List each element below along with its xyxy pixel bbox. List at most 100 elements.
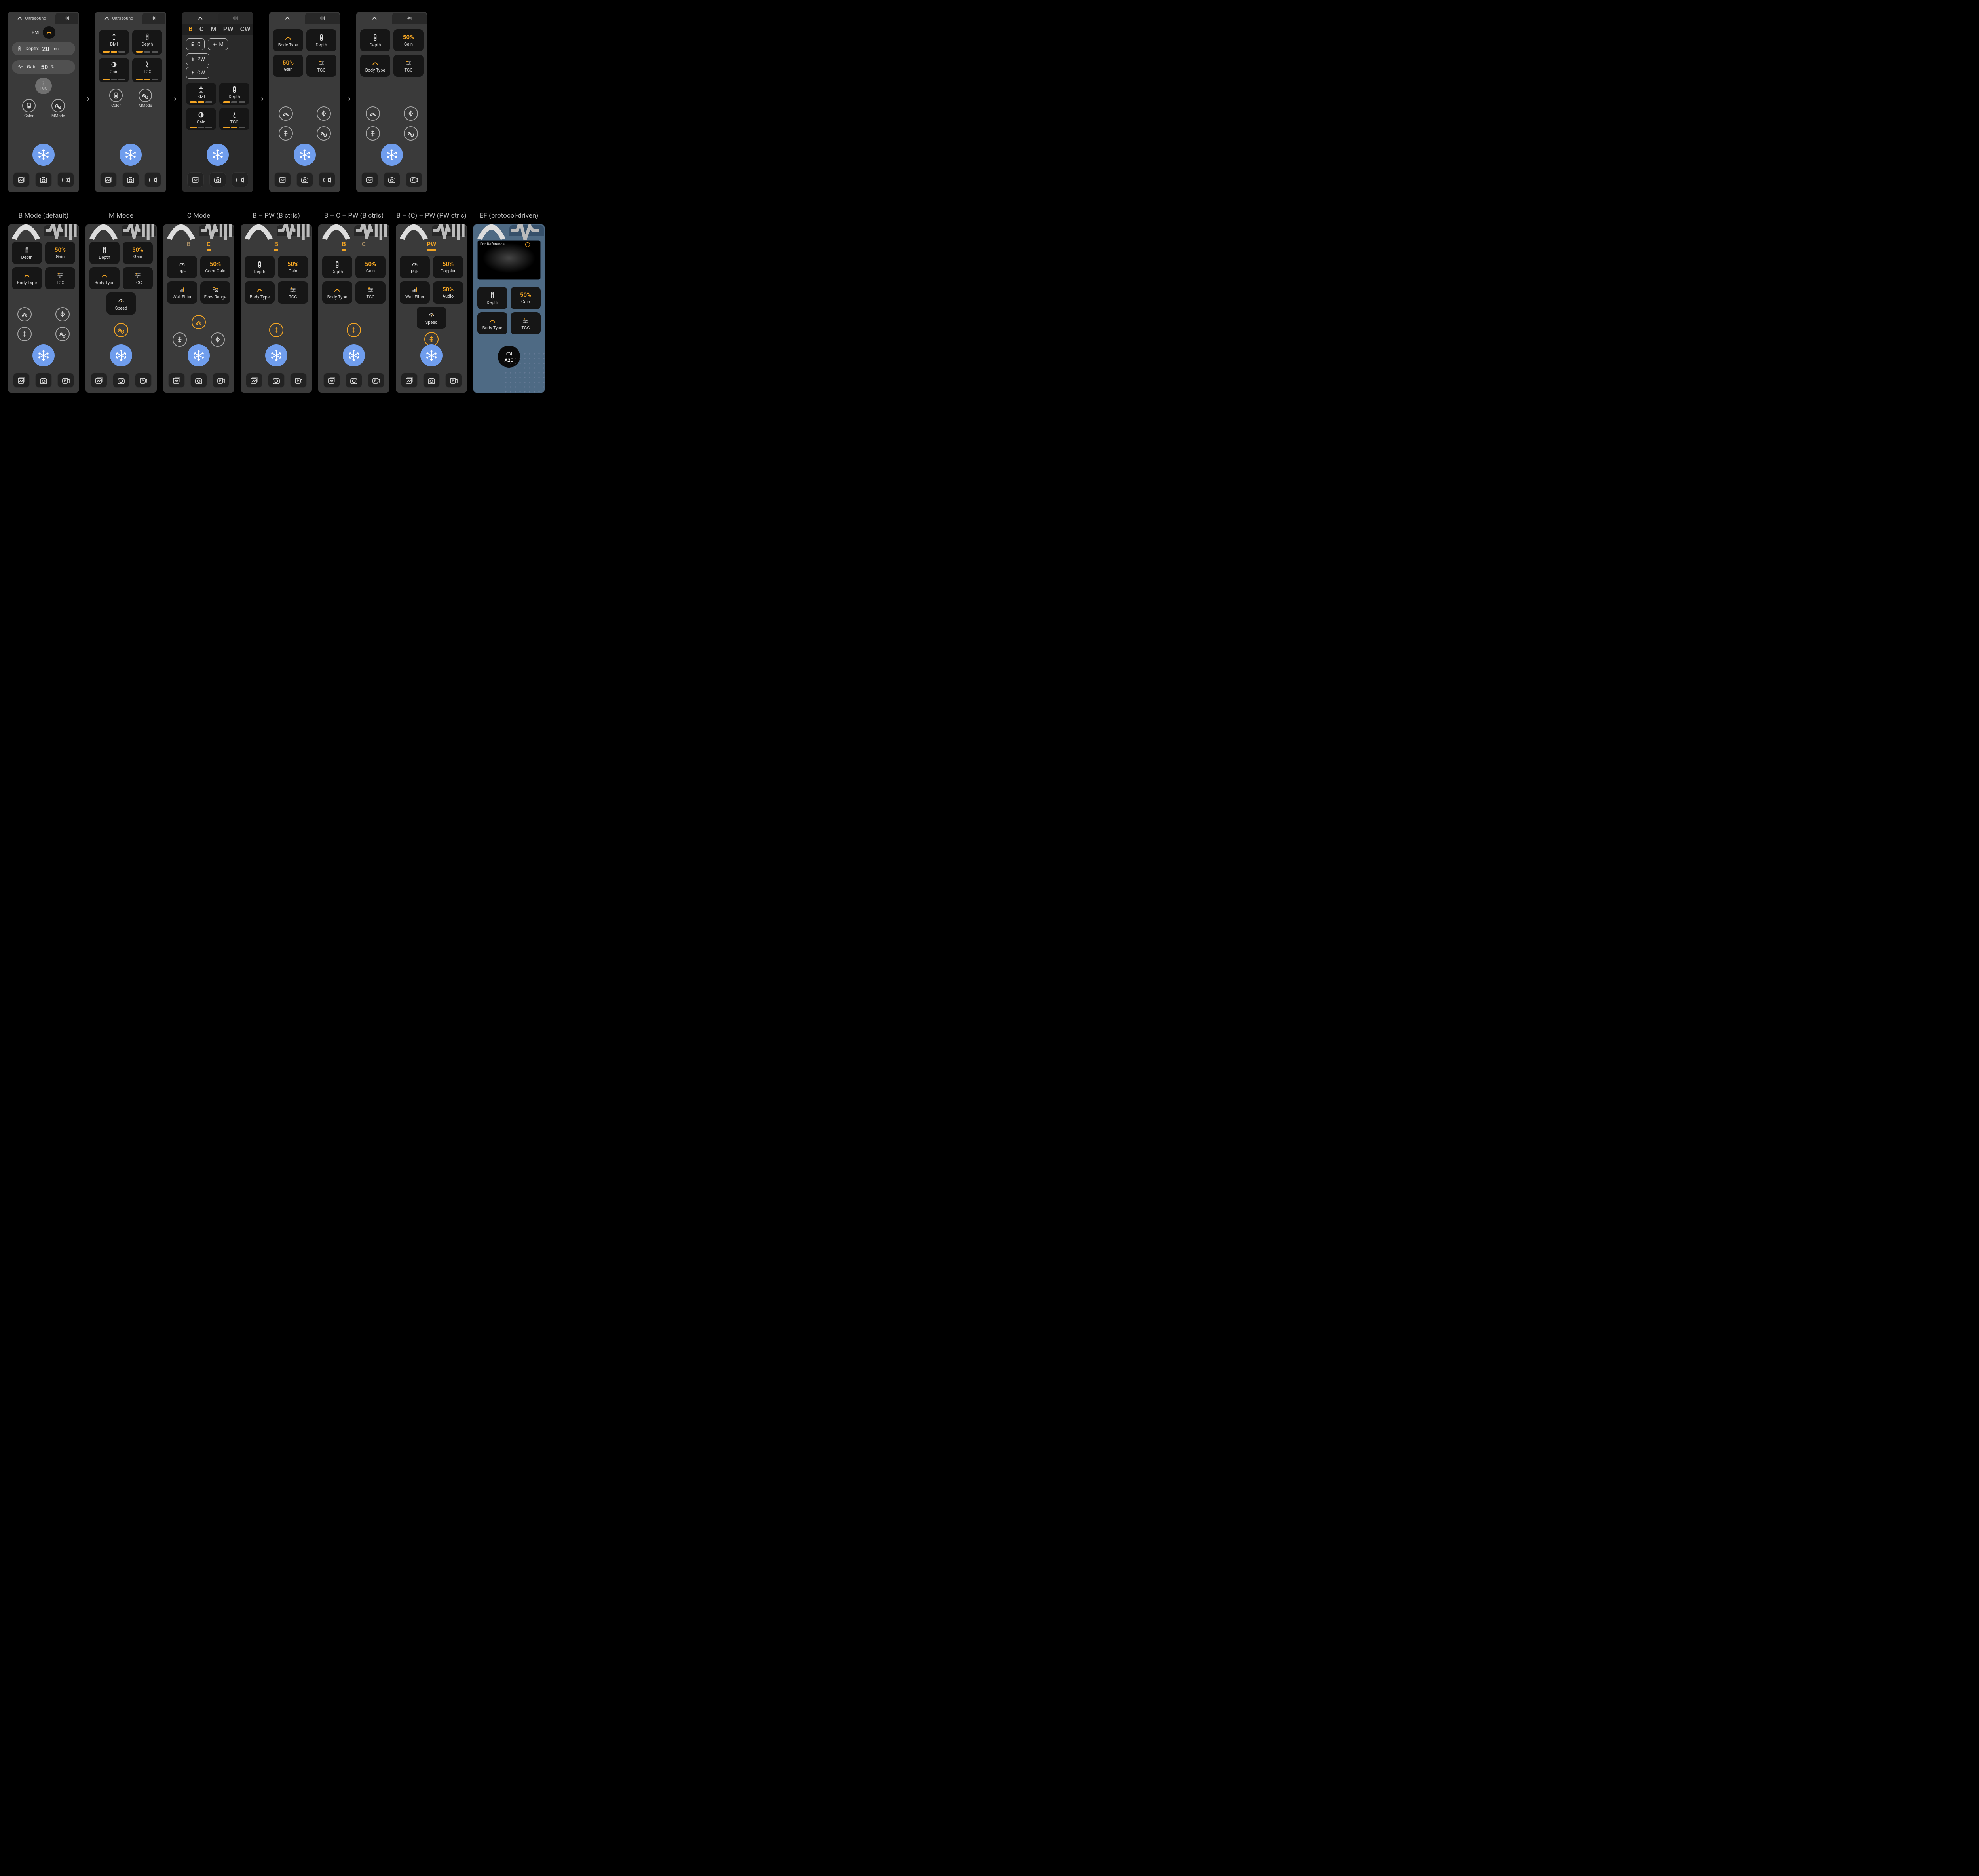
tab-secondary[interactable] [122,225,156,236]
freeze-button[interactable] [32,144,55,166]
roi-ring[interactable] [279,106,293,121]
capture-photo-button[interactable] [35,373,52,388]
gain-card[interactable]: Gain [99,58,129,82]
mwave-ring[interactable] [404,126,418,141]
submode-cw[interactable]: CW [237,26,253,33]
tab-ultrasound[interactable] [241,225,276,236]
tgc-card[interactable]: TGC [511,312,541,334]
tgc-card[interactable]: TGC [123,267,153,289]
capture-photo-button[interactable] [113,373,129,388]
speed-card[interactable]: Speed [106,292,136,315]
capture-image-button[interactable] [187,172,204,187]
subtab-b[interactable]: B [342,240,346,251]
color-gain-card[interactable]: 50%Color Gain [200,256,230,278]
tab-ultrasound[interactable] [397,225,431,236]
subtab-b[interactable]: B [274,240,278,251]
tab-ultrasound[interactable] [357,13,391,24]
depth-card[interactable]: Depth [89,242,120,264]
gain-card[interactable]: 50%Gain [123,242,153,264]
tgc-card[interactable]: TGC [355,281,386,304]
freeze-button[interactable] [381,144,403,166]
flow-range-card[interactable]: Flow Range [200,281,230,304]
capture-photo-button[interactable] [122,172,139,187]
tab-secondary[interactable] [392,13,427,24]
speed-card[interactable]: Speed [417,307,446,329]
capture-photo-button[interactable] [268,373,285,388]
tab-ultrasound[interactable] [9,225,43,236]
tab-secondary[interactable] [142,13,165,24]
capture-photo-button[interactable] [296,172,313,187]
body-type-card[interactable]: Body Type [477,312,507,334]
body-type-card[interactable]: Body Type [245,281,275,304]
cursor-ring[interactable] [55,307,70,321]
tab-ultrasound[interactable] [164,225,198,236]
depth-card[interactable]: Depth [322,256,352,278]
capture-image-button[interactable] [91,373,107,388]
tab-ultrasound[interactable]: Ultrasound [9,13,55,24]
gain-pill[interactable]: Gain: 50 % [12,60,75,74]
capture-image-button[interactable] [13,172,30,187]
capture-pvideo-button[interactable] [445,373,462,388]
bmi-card[interactable]: BMI [186,83,216,105]
submode-m[interactable]: M [207,26,220,33]
capture-image-button[interactable] [168,373,185,388]
line-ring[interactable] [366,126,380,141]
tgc-card[interactable]: TGC [132,58,162,82]
body-type-card[interactable]: Body Type [322,281,352,304]
line-ring[interactable] [173,332,187,347]
capture-video-button[interactable] [319,172,335,187]
wall-filter-card[interactable]: Wall Filter [400,281,430,304]
subtab-c[interactable]: C [207,240,211,251]
mwave-ring[interactable] [317,126,331,141]
tab-secondary[interactable] [218,13,253,24]
tab-ultrasound[interactable] [86,225,121,236]
line-ring[interactable] [279,126,293,141]
outline-m-button[interactable]: M [208,38,228,50]
outline-c-button[interactable]: C [186,38,205,50]
capture-pvideo-button[interactable] [406,172,422,187]
gain-card[interactable]: 50%Gain [278,256,308,278]
tab-secondary[interactable] [55,13,78,24]
freeze-button[interactable] [207,144,229,166]
submode-b[interactable]: B [185,26,196,33]
submode-c[interactable]: C [196,26,207,33]
gain-card[interactable]: 50% Gain [273,55,303,77]
cursor-ring[interactable] [317,106,331,121]
tab-ultrasound[interactable] [474,225,509,236]
capture-image-button[interactable] [13,373,30,388]
capture-photo-button[interactable] [35,172,52,187]
capture-pvideo-button[interactable] [368,373,384,388]
depth-card[interactable]: Depth [306,29,336,51]
subtab-c[interactable]: C [362,240,366,251]
subtab-pw[interactable]: PW [427,240,436,251]
capture-pvideo-button[interactable] [135,373,152,388]
line-ring-active[interactable] [269,323,283,337]
tab-ultrasound[interactable] [270,13,304,24]
capture-photo-button[interactable] [384,172,400,187]
capture-image-button[interactable] [323,373,340,388]
bmi-card[interactable]: BMI [99,30,129,55]
freeze-button[interactable] [110,344,132,366]
tab-ultrasound[interactable] [183,13,217,24]
outline-pw-button[interactable]: PW [186,53,209,65]
tgc-card[interactable]: TGC [278,281,308,304]
tab-secondary[interactable] [509,225,544,236]
mmode-toggle[interactable]: MMode [51,99,65,118]
tab-ultrasound[interactable]: Ultrasound [96,13,142,24]
depth-card[interactable]: Depth [219,83,249,105]
freeze-button[interactable] [265,344,287,366]
tgc-card[interactable]: TGC [219,108,249,130]
body-type-card[interactable]: Body Type [360,55,390,77]
tab-secondary[interactable] [305,13,340,24]
capture-image-button[interactable] [401,373,418,388]
tab-secondary[interactable] [44,225,78,236]
gain-card[interactable]: Gain [186,108,216,130]
body-type-card[interactable]: Body Type [12,267,42,289]
gain-card[interactable]: 50%Gain [355,256,386,278]
gain-card[interactable]: 50%Gain [45,242,75,264]
depth-card[interactable]: Depth [12,242,42,264]
color-toggle[interactable]: Color [22,99,36,118]
capture-image-button[interactable] [100,172,117,187]
capture-image-button[interactable] [361,172,378,187]
mwave-ring[interactable] [55,327,70,341]
